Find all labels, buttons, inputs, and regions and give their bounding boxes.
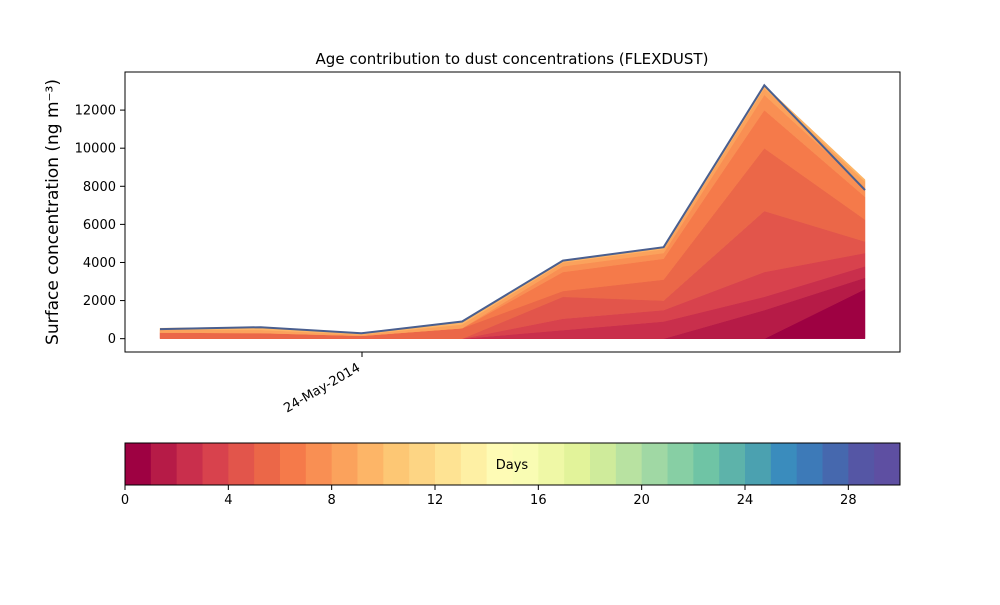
chart-title: Age contribution to dust concentrations …	[316, 50, 709, 68]
colorbar-bin-26	[796, 443, 823, 485]
colorbar-bin-0	[125, 443, 152, 485]
colorbar-bin-25	[770, 443, 798, 485]
y-tick-label: 10000	[75, 142, 116, 157]
x-axis: 24-May-2014	[281, 352, 363, 416]
colorbar-label: Days	[496, 458, 529, 473]
colorbar-bin-21	[667, 443, 694, 485]
colorbar-frame	[124, 442, 901, 486]
y-tick-label: 2000	[83, 294, 116, 309]
y-axis-label: Surface concentration (ng m⁻³)	[43, 79, 63, 345]
colorbar-tick-label: 24	[737, 493, 754, 508]
y-tick-label: 0	[108, 332, 116, 347]
colorbar-bin-5	[254, 443, 281, 485]
colorbar-tick-label: 0	[121, 493, 129, 508]
y-tick-label: 12000	[75, 104, 116, 119]
colorbar-bin-17	[564, 443, 591, 485]
colorbar-bin-3	[202, 443, 229, 485]
colorbar-bin-23	[719, 443, 746, 485]
colorbar-bin-28	[848, 443, 875, 485]
plot-frame	[124, 71, 901, 353]
colorbar-bin-20	[641, 443, 668, 485]
colorbar-bin-13	[460, 443, 488, 485]
colorbar-bin-22	[693, 443, 720, 485]
total-line	[159, 83, 866, 335]
colorbar-tick-label: 4	[224, 493, 232, 508]
x-tick-label: 24-May-2014	[281, 360, 363, 416]
colorbar-bin-2	[176, 443, 203, 485]
colorbar-tick-label: 8	[328, 493, 336, 508]
y-tick-label: 4000	[83, 256, 116, 271]
colorbar-bin-15	[512, 443, 539, 485]
colorbar-bin-7	[305, 443, 333, 485]
colorbar-bin-19	[615, 443, 643, 485]
colorbar-tick-label: 20	[633, 493, 650, 508]
colorbar-bin-16	[538, 443, 565, 485]
colorbar-bin-24	[745, 443, 772, 485]
colorbar-bin-4	[228, 443, 255, 485]
colorbar-bin-11	[409, 443, 436, 485]
colorbar-bin-14	[486, 443, 513, 485]
y-axis: 0 2000 4000 6000 8000 10000 12000	[75, 104, 125, 347]
colorbar-bin-8	[331, 443, 358, 485]
colorbar-bin-29	[874, 443, 901, 485]
colorbar-bin-27	[822, 443, 849, 485]
colorbar-tick-label: 28	[840, 493, 857, 508]
colorbar-bin-12	[435, 443, 462, 485]
colorbar	[125, 443, 901, 485]
colorbar-bin-10	[383, 443, 410, 485]
colorbar-tick-label: 16	[530, 493, 547, 508]
plot-area	[159, 83, 866, 339]
y-tick-label: 8000	[83, 180, 116, 195]
colorbar-bin-18	[590, 443, 617, 485]
colorbar-bin-9	[357, 443, 384, 485]
colorbar-tick-label: 12	[427, 493, 444, 508]
colorbar-axis: 0 4 8 12 16 20 24 28	[121, 485, 857, 508]
colorbar-bin-6	[280, 443, 307, 485]
y-tick-label: 6000	[83, 218, 116, 233]
colorbar-bin-1	[150, 443, 178, 485]
